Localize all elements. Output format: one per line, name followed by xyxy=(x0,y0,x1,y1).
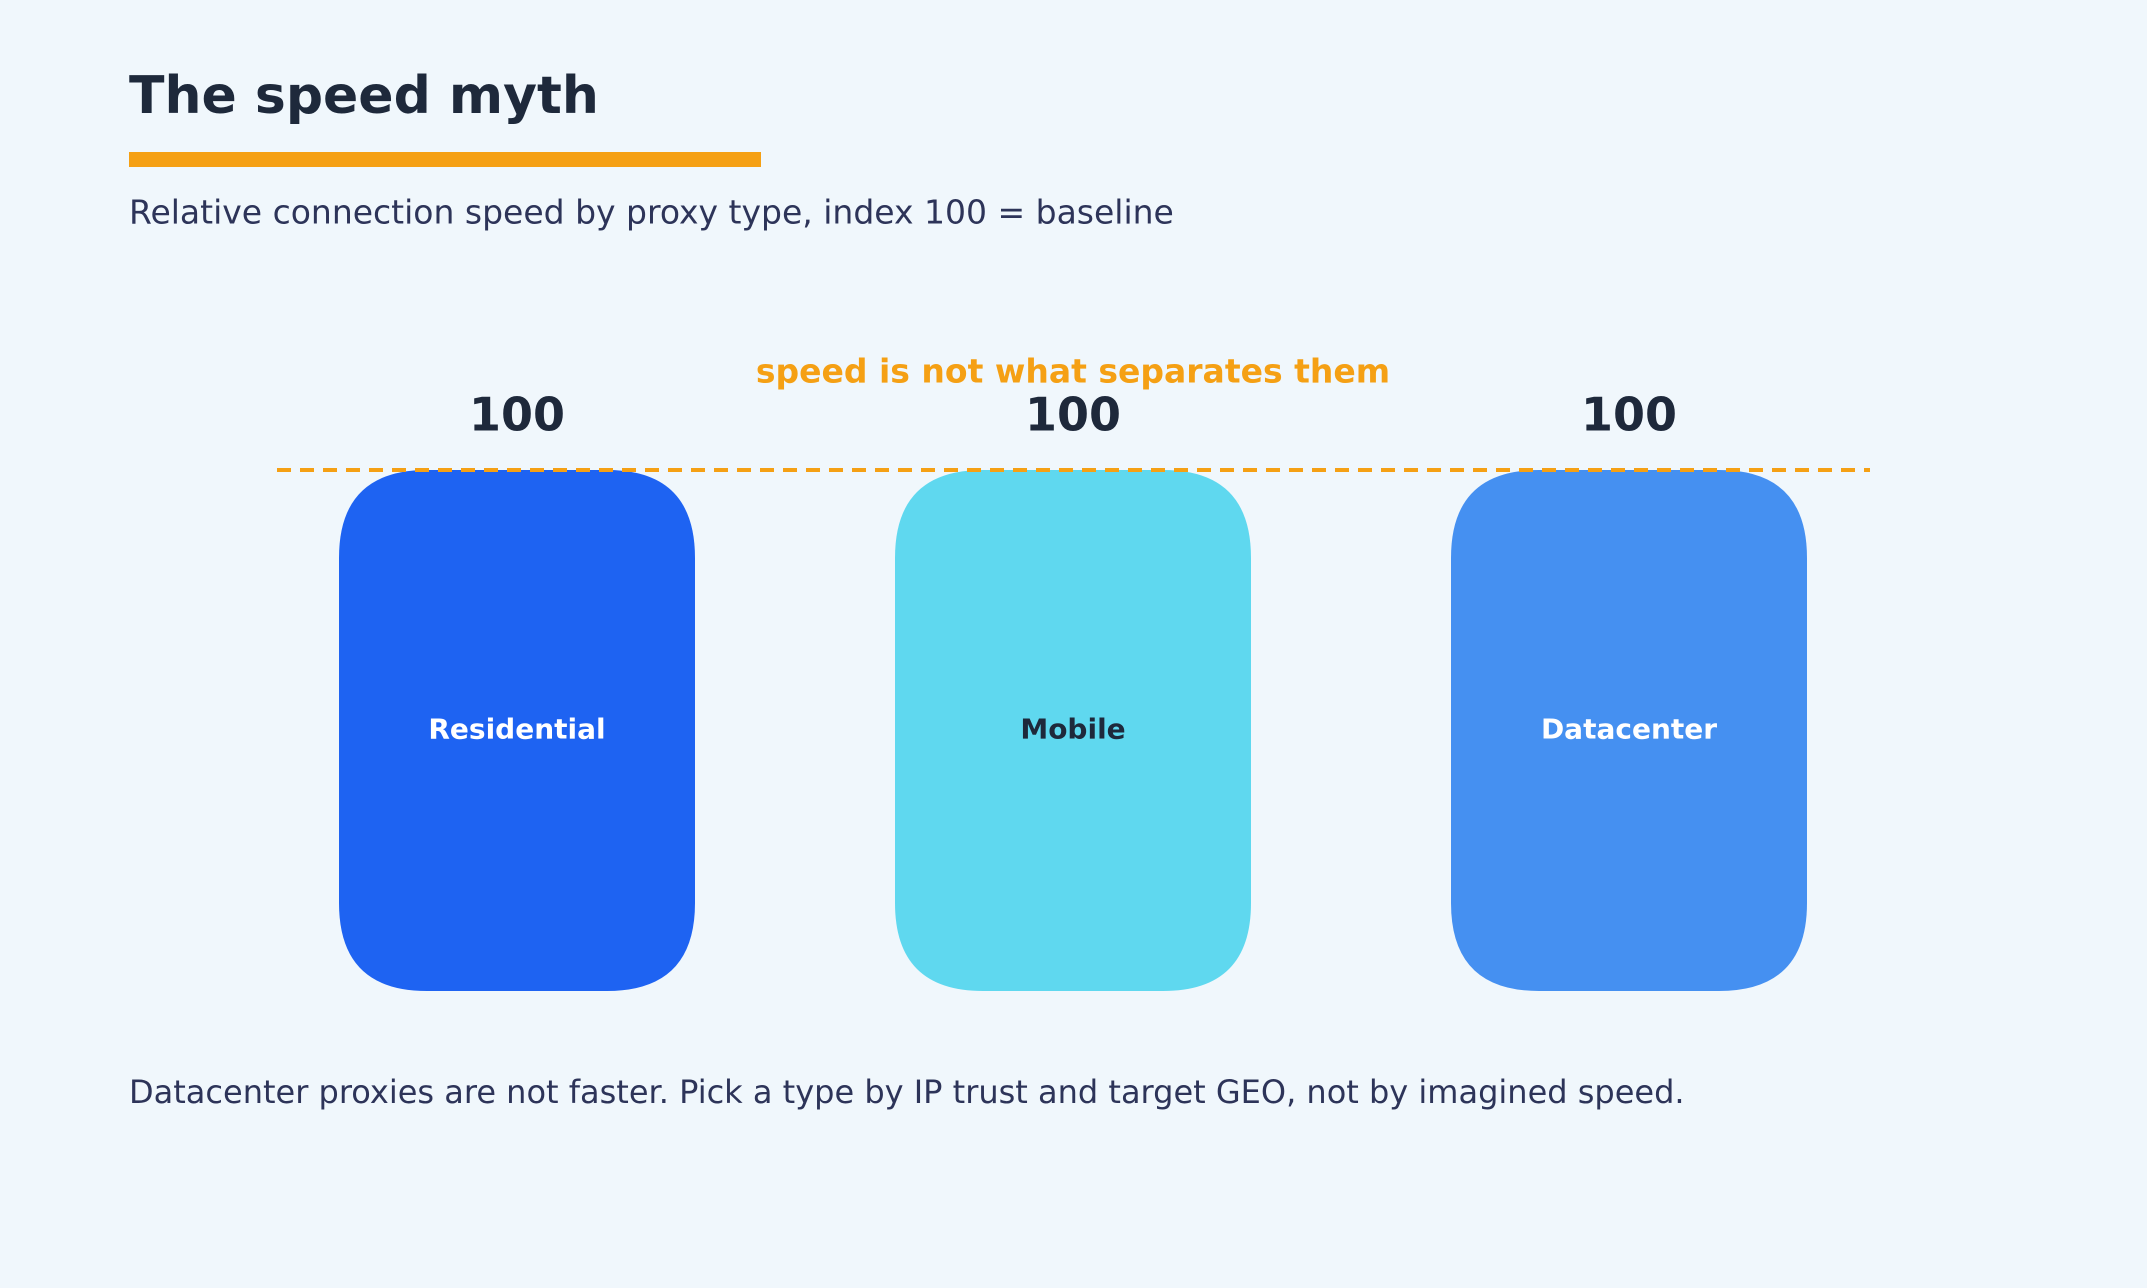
value-label: 100 xyxy=(1581,388,1677,442)
value-label: 100 xyxy=(469,388,565,442)
category-label: Mobile xyxy=(1020,713,1125,746)
chart-title: The speed myth xyxy=(129,66,599,126)
chart-subtitle: Relative connection speed by proxy type,… xyxy=(129,193,1174,232)
bar xyxy=(1451,470,1807,991)
footer-note: Datacenter proxies are not faster. Pick … xyxy=(129,1073,1685,1111)
annotation: speed is not what separates them xyxy=(756,352,1390,391)
value-label: 100 xyxy=(1025,388,1121,442)
bar xyxy=(895,470,1251,991)
bar xyxy=(339,470,695,991)
category-label: Residential xyxy=(428,713,605,746)
title-underline xyxy=(129,152,761,167)
category-label: Datacenter xyxy=(1541,713,1717,746)
